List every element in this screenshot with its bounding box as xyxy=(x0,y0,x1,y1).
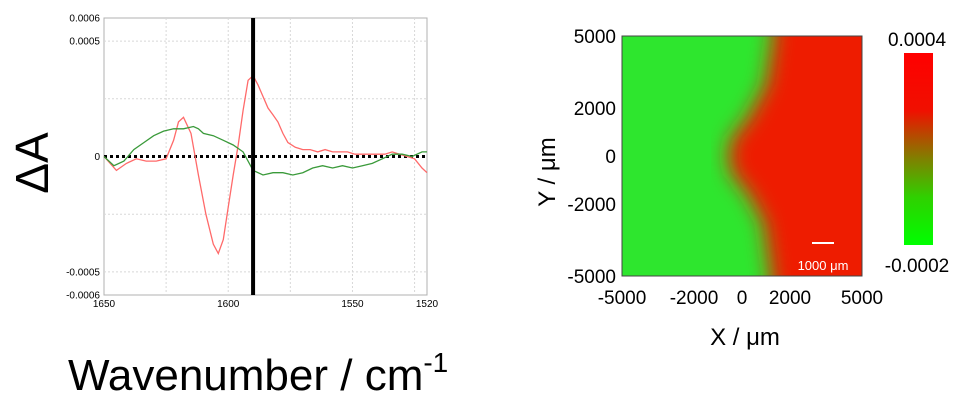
spectrum-y-tick-label: 0.0006 xyxy=(69,14,100,25)
colorbar-max-label: 0.0004 xyxy=(888,30,947,51)
scale-bar-label: 1000 μm xyxy=(798,258,849,273)
spectrum-y-tick-label: -0.0006 xyxy=(66,291,100,302)
spectrum-y-tick-label: -0.0005 xyxy=(66,267,100,278)
colorbar xyxy=(904,53,933,245)
spectrum-xlabel-superscript: -1 xyxy=(423,347,448,378)
heatmap-y-tick-label: -5000 xyxy=(567,267,616,288)
spectrum-series-0-line xyxy=(103,74,428,256)
spectrum-plot-frame xyxy=(103,17,428,296)
heatmap-y-tick-label: 2000 xyxy=(574,99,616,120)
spectrum-series xyxy=(103,74,428,256)
heatmap-x-tick-label: -5000 xyxy=(598,288,647,309)
spectrum-y-tick-label: 0 xyxy=(94,152,100,163)
spectrum-series-1-line xyxy=(103,125,427,176)
heatmap-x-tick-label: -2000 xyxy=(670,288,719,309)
spectrum-xlabel: Wavenumber / cm-1 xyxy=(68,347,448,394)
heatmap-frame xyxy=(621,35,863,277)
heatmap-high-region xyxy=(727,36,862,276)
scale-bar: 1000 μm xyxy=(798,242,849,273)
spectrum-x-tick-label: 1600 xyxy=(217,299,240,310)
spectrum-y-tick-label: 0.0005 xyxy=(69,37,100,48)
heatmap-ylabel: Y / μm xyxy=(534,137,561,206)
spectrum-x-tick-label: 1520 xyxy=(416,299,439,310)
heatmap-x-tick-label: 5000 xyxy=(841,288,883,309)
spectrum-x-ticks: 1650 1600 1550 1520 xyxy=(93,299,439,310)
heatmap-y-ticks: 5000 2000 0 -2000 -5000 xyxy=(567,27,616,288)
spectrum-y-ticks: 0.0006 0.0005 0 -0.0005 -0.0006 xyxy=(66,14,100,302)
heatmap-x-ticks: -5000 -2000 0 2000 5000 xyxy=(598,288,883,309)
spectrum-xlabel-text: Wavenumber / cm xyxy=(68,351,423,394)
colorbar-min-label: -0.0002 xyxy=(885,256,949,277)
spectrum-x-tick-label: 1550 xyxy=(341,299,364,310)
spectrum-ylabel: ΔA xyxy=(6,132,58,194)
heatmap-x-tick-label: 0 xyxy=(737,288,748,309)
heatmap-x-tick-label: 2000 xyxy=(769,288,811,309)
spectrum-x-tick-label: 1650 xyxy=(93,299,116,310)
heatmap-y-tick-label: 0 xyxy=(605,147,616,168)
heatmap-y-tick-label: -2000 xyxy=(567,195,616,216)
heatmap-xlabel: X / μm xyxy=(710,324,780,351)
heatmap-y-tick-label: 5000 xyxy=(574,27,616,48)
spectrum-grid xyxy=(104,18,427,295)
